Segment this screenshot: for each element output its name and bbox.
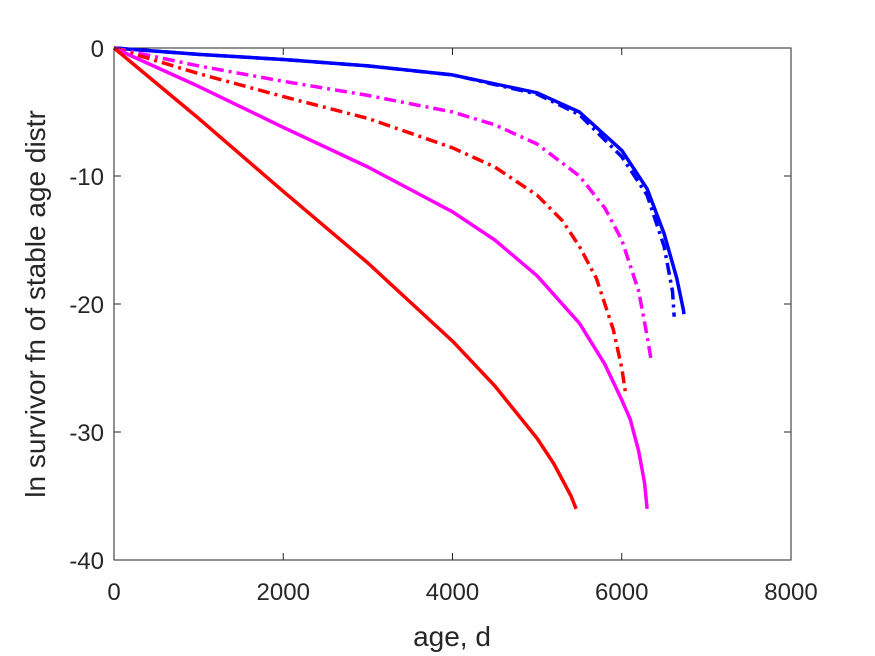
y-tick-label: -30 (69, 420, 104, 447)
series-line-6 (112, 46, 578, 510)
series-line-2 (113, 46, 676, 317)
y-tick-label: 0 (91, 36, 104, 63)
series-line-5 (113, 46, 649, 509)
plot-area (113, 47, 792, 561)
x-tick-label: 4000 (426, 579, 479, 606)
y-tick-label: -40 (69, 548, 104, 575)
series-layer (112, 46, 686, 510)
tick-layer: 0 2000 4000 6000 8000 0 -10 -20 -30 -40 (69, 36, 817, 606)
series-line-4 (113, 46, 628, 397)
x-tick-label: 0 (107, 579, 120, 606)
series-line-3 (113, 46, 654, 362)
y-tick-label: -20 (69, 292, 104, 319)
x-tick-label: 6000 (595, 579, 648, 606)
x-tick-label: 8000 (764, 579, 817, 606)
x-axis-label: age, d (413, 621, 491, 652)
y-axis-label: ln survivor fn of stable age distr (20, 110, 51, 498)
x-tick-label: 2000 (257, 579, 310, 606)
y-tick-label: -10 (69, 164, 104, 191)
